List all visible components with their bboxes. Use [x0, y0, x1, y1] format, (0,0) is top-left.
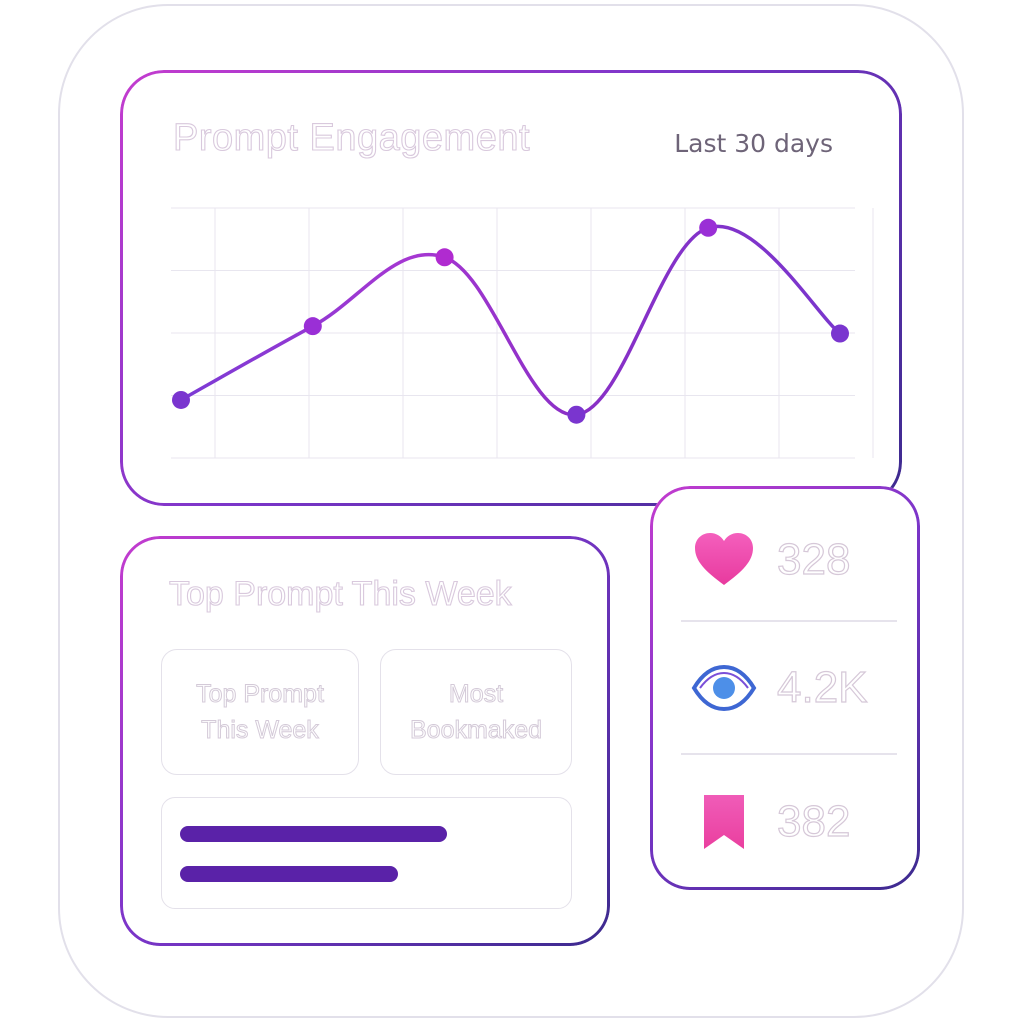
chart-points: [172, 218, 849, 424]
date-range-label[interactable]: Last 30 days: [674, 129, 833, 158]
heart-icon: [695, 533, 753, 585]
stats-divider: [681, 753, 897, 755]
series-line: [179, 224, 842, 417]
data-point[interactable]: [172, 390, 190, 409]
preview-bar-2: [180, 866, 398, 882]
data-point[interactable]: [435, 248, 454, 267]
eye-icon: [691, 664, 757, 712]
top-prompt-card: Top Prompt This Week Top Prompt This Wee…: [120, 536, 610, 946]
stats-card: 328 4.2K 382: [650, 486, 920, 890]
bookmarks-count: 382: [776, 796, 851, 846]
chart-grid: [171, 207, 874, 459]
most-bookmarked-tile[interactable]: Most Bookmaked: [380, 649, 572, 775]
data-point[interactable]: [567, 405, 586, 424]
most-bookmarked-tile-label: Most Bookmaked: [409, 680, 543, 745]
stats-divider: [681, 620, 897, 622]
engagement-chart: [171, 207, 874, 459]
likes-stat[interactable]: 328: [653, 515, 917, 605]
data-point[interactable]: [699, 218, 718, 237]
top-prompt-title: Top Prompt This Week: [168, 574, 512, 613]
chart-title: Prompt Engagement: [172, 116, 531, 159]
bookmarks-stat[interactable]: 382: [653, 777, 917, 867]
views-stat[interactable]: 4.2K: [653, 643, 917, 733]
likes-count: 328: [776, 534, 851, 584]
prompt-preview-box[interactable]: [161, 797, 572, 909]
preview-bar-1: [180, 826, 447, 842]
engagement-card: Prompt Engagement Last 30 days: [120, 70, 902, 506]
data-point[interactable]: [303, 317, 322, 336]
data-point[interactable]: [831, 324, 849, 343]
top-prompt-tile[interactable]: Top Prompt This Week: [161, 649, 359, 775]
top-prompt-tile-label: Top Prompt This Week: [196, 680, 325, 745]
views-count: 4.2K: [776, 662, 868, 712]
bookmark-icon: [704, 795, 744, 849]
